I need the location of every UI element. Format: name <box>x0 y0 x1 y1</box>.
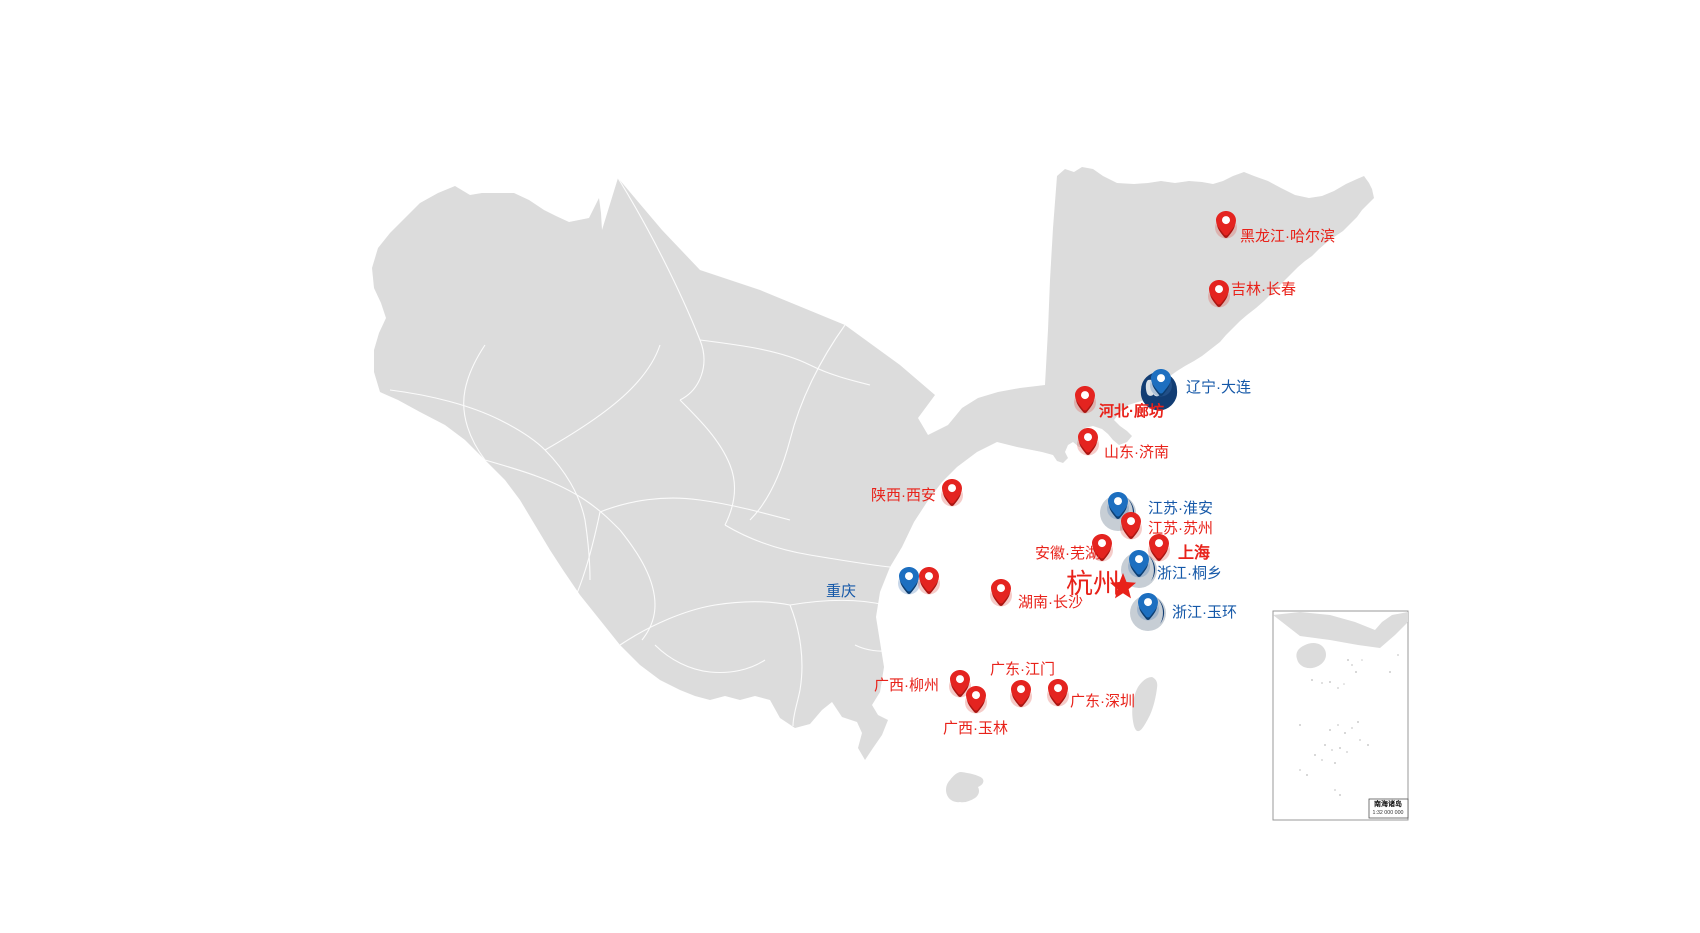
svg-text:广西·玉林: 广西·玉林 <box>943 720 1008 737</box>
svg-text:陕西·西安: 陕西·西安 <box>871 487 936 504</box>
svg-text:江苏·苏州: 江苏·苏州 <box>1148 520 1213 537</box>
svg-text:杭州: 杭州 <box>1066 569 1120 599</box>
svg-text:浙江·玉环: 浙江·玉环 <box>1172 604 1237 621</box>
svg-text:山东·济南: 山东·济南 <box>1104 444 1169 461</box>
svg-text:广东·江门: 广东·江门 <box>990 661 1055 678</box>
svg-text:河北·廊坊: 河北·廊坊 <box>1099 402 1164 420</box>
svg-text:广东·深圳: 广东·深圳 <box>1070 693 1135 710</box>
svg-text:安徽·芜湖: 安徽·芜湖 <box>1035 545 1100 562</box>
svg-text:南海诸岛: 南海诸岛 <box>1374 799 1402 808</box>
svg-text:浙江·桐乡: 浙江·桐乡 <box>1157 565 1222 582</box>
svg-text:广西·柳州: 广西·柳州 <box>874 677 939 694</box>
svg-text:1:32 000 000: 1:32 000 000 <box>1373 810 1404 816</box>
svg-text:吉林·长春: 吉林·长春 <box>1231 281 1296 298</box>
svg-text:黑龙江·哈尔滨: 黑龙江·哈尔滨 <box>1240 228 1335 245</box>
svg-text:辽宁·大连: 辽宁·大连 <box>1186 379 1251 396</box>
svg-text:重庆: 重庆 <box>826 583 856 600</box>
svg-text:江苏·淮安: 江苏·淮安 <box>1148 500 1213 517</box>
svg-text:上海: 上海 <box>1178 543 1210 562</box>
